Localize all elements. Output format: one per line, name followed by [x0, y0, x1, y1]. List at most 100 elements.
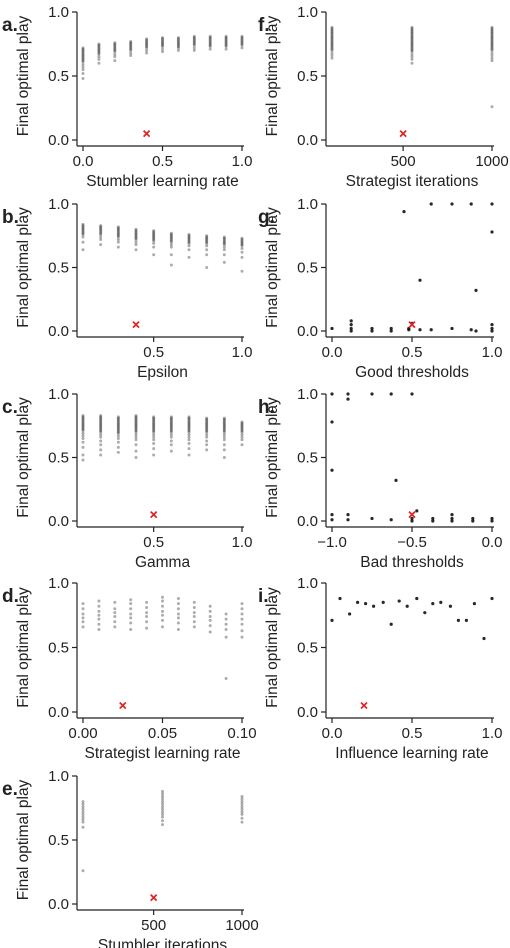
x-tick-label: 0.0 [322, 725, 343, 742]
data-point [134, 417, 138, 421]
data-point [222, 235, 226, 239]
data-point [129, 627, 133, 631]
data-point [161, 38, 164, 42]
data-point [169, 430, 173, 434]
data-point [192, 620, 196, 624]
data-point [192, 37, 196, 41]
data-point [81, 607, 85, 611]
x-tick-label: 500 [141, 917, 166, 934]
data-point [81, 436, 85, 440]
data-point [116, 436, 120, 440]
data-point [81, 59, 85, 63]
data-point [134, 236, 138, 240]
data-point [81, 416, 85, 420]
data-point [240, 805, 244, 809]
data-point [145, 626, 149, 630]
data-point [161, 595, 164, 599]
data-point [134, 435, 138, 439]
data-point [176, 39, 180, 43]
data-point [161, 815, 164, 819]
data-point [370, 329, 374, 333]
data-point [410, 516, 414, 521]
x-tick-label: 1000 [475, 153, 508, 170]
data-point [81, 232, 85, 236]
data-point [145, 51, 149, 55]
data-point [145, 620, 149, 624]
data-point [330, 46, 334, 50]
data-point [330, 30, 334, 34]
data-point [169, 426, 173, 430]
data-point [116, 420, 120, 424]
data-point [450, 513, 454, 517]
data-point [405, 604, 409, 608]
data-point [222, 424, 226, 428]
reference-marker [119, 701, 127, 710]
y-axis-label: Final optimal play [15, 207, 32, 328]
data-point [490, 519, 494, 523]
data-point [187, 415, 191, 419]
data-point [99, 230, 103, 234]
data-point [169, 416, 173, 420]
data-point [134, 248, 138, 252]
data-point [192, 606, 196, 610]
data-point [205, 241, 209, 245]
data-point [240, 425, 244, 429]
data-point [81, 62, 85, 66]
data-point [224, 42, 228, 46]
data-point [134, 414, 138, 418]
data-point [161, 812, 164, 816]
data-point [113, 600, 117, 604]
data-point [152, 453, 156, 457]
data-point [330, 36, 334, 40]
x-tick-label: 0.5 [402, 725, 423, 742]
data-point [192, 42, 196, 46]
data-point [152, 419, 156, 423]
data-point [81, 226, 85, 230]
data-point [81, 429, 85, 433]
data-point [482, 636, 486, 641]
x-tick-label: −0.5 [397, 534, 427, 551]
data-point [97, 617, 101, 621]
data-point [81, 453, 85, 457]
data-point [161, 599, 164, 603]
data-point [240, 602, 244, 606]
data-point [169, 415, 173, 419]
data-point [187, 248, 191, 252]
x-tick-label: 1.0 [482, 344, 503, 361]
data-point [116, 424, 120, 428]
data-point [169, 422, 173, 426]
data-point [356, 600, 360, 604]
data-point [176, 46, 180, 50]
y-tick-label: 0.0 [48, 323, 69, 340]
data-point [349, 326, 353, 331]
data-point [176, 627, 180, 631]
data-point [81, 421, 85, 425]
data-point [330, 32, 334, 36]
data-point [330, 29, 334, 33]
panel-e: e. 0.0 0.5 1.0 500 1000 Stumbler iterations Fin… [2, 768, 259, 948]
data-point [187, 426, 191, 430]
data-point [208, 41, 212, 45]
panel-d: d. 0.0 0.5 1.0 0.00 0.05 0.10 Strategist learni… [2, 575, 257, 762]
data-point [116, 416, 120, 420]
data-point [116, 245, 120, 249]
data-point [330, 43, 334, 47]
x-axis-label: Influence learning rate [335, 745, 488, 762]
data-point [222, 236, 226, 240]
data-point [81, 227, 85, 231]
x-tick-label: 1.0 [232, 534, 253, 551]
x-axis-label: Strategist learning rate [85, 745, 241, 762]
data-point [330, 39, 334, 43]
data-point [97, 622, 101, 626]
data-point [187, 255, 191, 259]
data-point [330, 27, 334, 31]
data-point [145, 38, 149, 42]
data-point [169, 239, 173, 243]
data-point [205, 240, 209, 244]
y-tick-label: 1.0 [297, 386, 318, 403]
data-point [410, 28, 414, 32]
y-axis-label: Final optimal play [15, 779, 32, 900]
data-point [240, 238, 244, 242]
data-point [469, 202, 473, 206]
panel-b: b. 0.0 0.5 1.0 0.5 1.0 Epsilon Final optimal pl… [2, 196, 252, 381]
